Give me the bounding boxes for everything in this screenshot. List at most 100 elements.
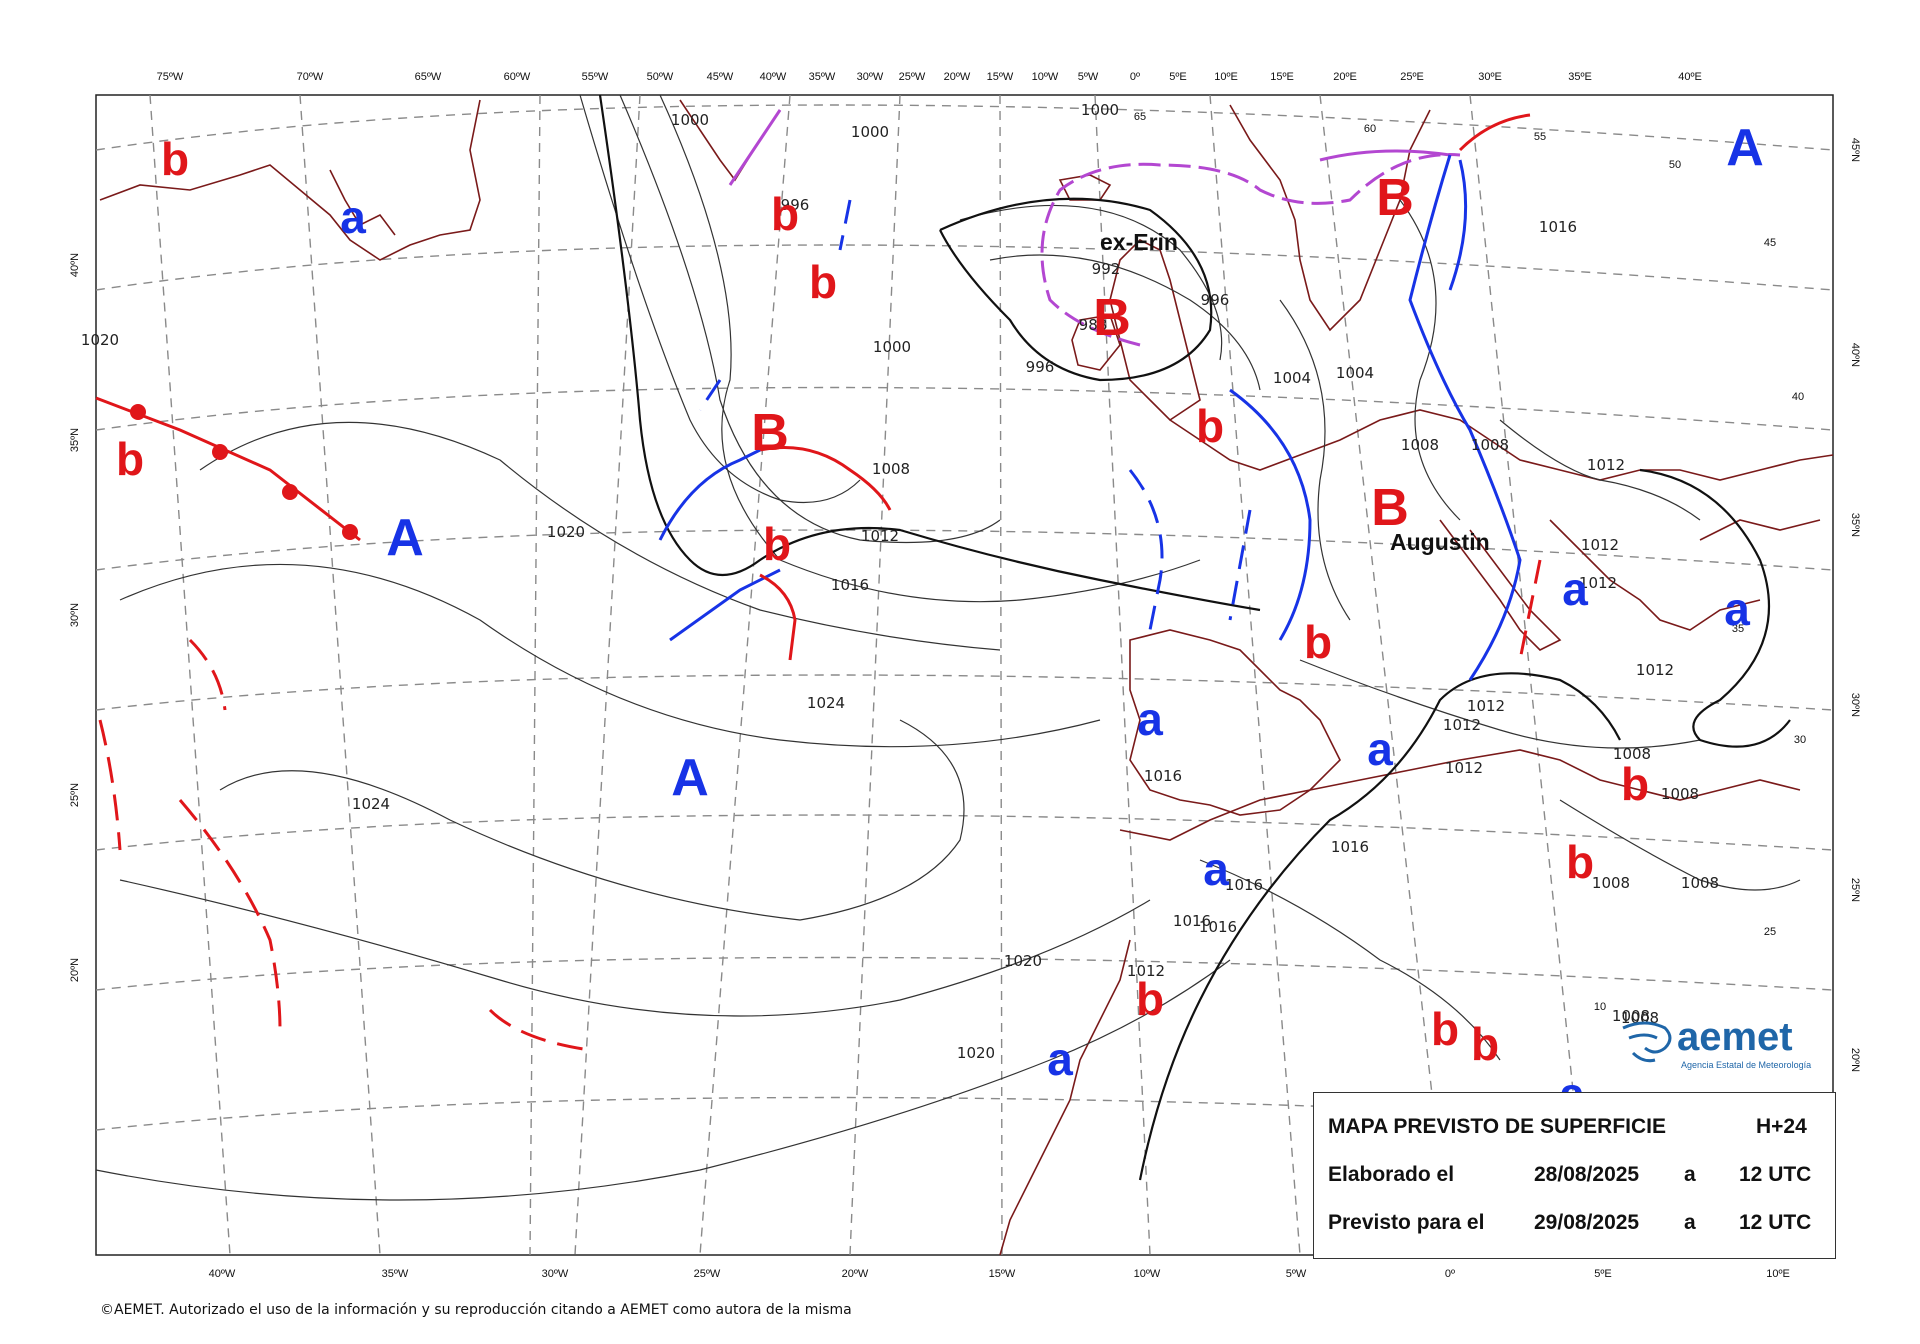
isobar-a [579,94,861,504]
left-latitude-labels: 40ºN 35ºN 30ºN 25ºN 20ºN [69,253,81,982]
forecast-info-box: MAPA PREVISTO DE SUPERFICIE H+24 Elabora… [1313,1092,1836,1259]
bottom-lon-label: 30ºW [542,1268,569,1280]
isobar-label: 1016 [1173,912,1211,930]
top-lon-label: 45ºW [707,71,734,83]
cold-front-north [1448,159,1468,291]
isobar-label: 996 [1201,291,1230,309]
bottom-lon-label: 0º [1445,1268,1455,1280]
top-lon-label: 30ºW [857,71,884,83]
isobar-label: 1016 [1331,838,1369,856]
isobar-o [1559,799,1801,891]
parallel-b [95,244,1834,291]
trough-atlantic-4 [488,1008,591,1052]
isobar-label: 1012 [1445,759,1483,777]
isobar-label: 988 [1079,316,1108,334]
isobar-label: 1000 [873,338,911,356]
isobar-1012 [598,94,1261,612]
bottom-lon-label: 35ºW [382,1268,409,1280]
cold-front-erin [1229,388,1312,641]
top-lon-label: 55ºW [582,71,609,83]
inner-latitude-labels: 65 60 55 50 45 40 35 30 25 10 [1134,111,1806,1013]
low-pressure-center: b [1431,1003,1459,1055]
bottom-lon-label: 5ºE [1594,1268,1611,1280]
isobar-b [619,94,1001,544]
coast-north-america [99,99,481,261]
high-pressure-center: a [1137,693,1163,745]
high-pressure-center: a [1724,583,1750,635]
info-title: MAPA PREVISTO DE SUPERFICIE [1328,1115,1666,1138]
storm-label-augustin: Augustin [1390,529,1490,555]
trough-red-med [1518,559,1542,661]
top-lon-label: 5ºW [1078,71,1099,83]
right-lat-label: 30ºN [1849,693,1861,717]
top-lon-label: 30ºE [1478,71,1502,83]
top-lon-label: 40ºW [760,71,787,83]
left-lat-label: 30ºN [69,603,81,627]
coast-labrador [329,169,396,236]
meridian-10w [999,94,1003,1256]
parallel-c [95,386,1834,431]
isobar-label: 1008 [1661,785,1699,803]
right-lat-label: 35ºN [1849,513,1861,537]
isobar-label: 1004 [1273,369,1311,387]
top-lon-label: 10ºW [1032,71,1059,83]
storm-label-ex-erin: ex-Erin [1100,229,1178,255]
high-pressure-center: a [1203,843,1229,895]
trough-blue-4 [1228,509,1252,621]
copyright-note: ©AEMET. Autorizado el uso de la informac… [100,1302,852,1318]
bottom-lon-label: 10ºW [1134,1268,1161,1280]
isobar-e [989,254,1261,391]
low-pressure-center: b [161,133,189,185]
inner-lat-label: 65 [1134,111,1146,123]
cold-front-b [658,448,761,541]
isobar-label: 1008 [1681,874,1719,892]
isobar-f [199,421,1001,651]
inner-lat-label: 40 [1792,391,1804,403]
coast-balkans [1549,519,1761,631]
low-pressure-center: b [763,518,791,570]
top-lon-label: 15ºE [1270,71,1294,83]
low-pressure-center: b [1566,836,1594,888]
low-pressure-center: b [1136,973,1164,1025]
meridian-40w [149,94,231,1256]
low-pressure-center: b [1471,1018,1499,1070]
isobar-label: 1016 [1539,218,1577,236]
trough-blue-3 [1128,469,1164,631]
info-forecast-date: 29/08/2025 [1534,1211,1640,1234]
inner-lat-label: 60 [1364,123,1376,135]
top-lon-label: 25ºE [1400,71,1424,83]
isobar-label: 1012 [1581,536,1619,554]
pressure-centers: AAABBBBaaaaaaaabbbbbbbbbbbb [116,119,1764,1120]
coast-europe [1169,409,1834,481]
meridian-25w [574,94,641,1256]
right-latitude-labels: 45ºN 40ºN 35ºN 30ºN 25ºN 20ºN [1849,138,1861,1072]
trough-atlantic-1 [188,638,227,711]
meridian-35w [299,94,381,1256]
low-pressure-center: b [116,433,144,485]
isobar-label: 1012 [1127,962,1165,980]
top-longitude-labels: 75ºW 70ºW 65ºW 60ºW 55ºW 50ºW 45ºW 40ºW 35ºW 30ºW… [157,71,1702,83]
top-lon-label: 25ºW [899,71,926,83]
high-pressure-center: a [1047,1033,1073,1085]
meridian-5w [1094,94,1151,1256]
info-elaborated-date: 28/08/2025 [1534,1163,1640,1186]
low-pressure-center: b [1304,616,1332,668]
meridian-15w [849,94,901,1256]
info-forecast-hour: H+24 [1756,1115,1807,1138]
isobar-label: 1020 [81,331,119,349]
map-frame [95,94,1834,1256]
low-pressure-center: B [1376,169,1414,227]
top-lon-label: 40ºE [1678,71,1702,83]
logo-swirl-icon [1622,1021,1672,1063]
warm-front-b [759,446,892,511]
isobar-label: 1016 [831,576,869,594]
top-lon-label: 75ºW [157,71,184,83]
isobar-label: 1012 [861,527,899,545]
isobar-label: 1008 [872,460,910,478]
wf-sym-2 [212,444,228,460]
right-lat-label: 20ºN [1849,1048,1861,1072]
isobar-label: 1008 [1613,745,1651,763]
top-lon-label: 15ºW [987,71,1014,83]
left-lat-label: 35ºN [69,428,81,452]
